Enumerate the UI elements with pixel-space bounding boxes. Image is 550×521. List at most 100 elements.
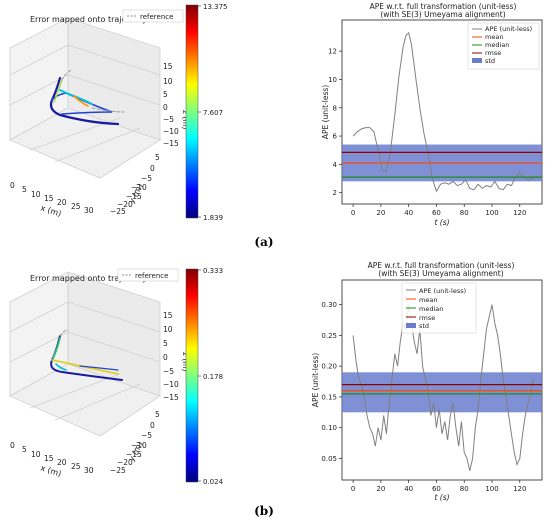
legend-median: median — [485, 41, 509, 49]
x-tick: 30 — [84, 206, 94, 215]
y-tick-label: 2 — [333, 189, 337, 197]
caption-b: (b) — [254, 504, 274, 518]
ape-ylabel: APE (unit-less) — [321, 85, 330, 139]
z-tick: −15 — [163, 139, 179, 148]
y-tick-label: 0.30 — [321, 301, 337, 309]
y-tick-label: 0.15 — [321, 393, 337, 401]
x-tick: 5 — [22, 185, 27, 194]
ape-series-line — [352, 31, 537, 193]
x-tick: 25 — [71, 462, 81, 471]
y-tick: −25 — [110, 466, 126, 475]
x-tick: 15 — [44, 454, 54, 463]
y-tick: −5 — [141, 174, 152, 183]
y-tick: −15 — [126, 450, 142, 459]
z-tick: 15 — [163, 62, 173, 71]
ape-title: APE w.r.t. full transformation (unit-les… — [370, 2, 517, 11]
x-tick-label: 80 — [460, 209, 469, 217]
colorbar — [185, 4, 199, 219]
x-tick: 0 — [10, 181, 15, 190]
y-tick-label: 0.20 — [321, 363, 337, 371]
trajectory-legend: reference — [122, 9, 184, 23]
x-tick-label: 120 — [513, 209, 526, 217]
z-tick: −15 — [163, 393, 179, 402]
ape-plot-marks: 0 20 40 60 80 100 120 2 4 6 8 10 12 — [328, 31, 542, 217]
ape-chart-b: APE w.r.t. full transformation (unit-les… — [311, 261, 543, 502]
y-tick-label: 0.05 — [321, 455, 337, 463]
z-axis-label: z (m) — [181, 110, 190, 130]
legend-rmse: rmse — [485, 49, 501, 57]
x-tick: 15 — [44, 194, 54, 203]
x-tick: 10 — [31, 190, 41, 199]
ape-chart-a: APE w.r.t. full transformation (unit-les… — [321, 2, 543, 227]
x-tick-label: 60 — [432, 485, 441, 493]
x-tick: 5 — [22, 445, 27, 454]
legend-rmse: rmse — [419, 314, 435, 322]
ape-plot-area — [341, 19, 543, 205]
legend-mean: mean — [485, 33, 503, 41]
x-tick-label: 100 — [485, 209, 498, 217]
legend-ape: APE (unit-less) — [485, 25, 532, 33]
z-tick: −10 — [163, 127, 179, 136]
y-tick: −10 — [131, 183, 147, 192]
x-tick-label: 100 — [485, 485, 498, 493]
trajectory-title: Error mapped onto trajectory — [30, 274, 147, 283]
x-tick-label: 20 — [376, 485, 385, 493]
y-tick-label: 0.25 — [321, 332, 337, 340]
std-band — [342, 372, 542, 413]
colorbar — [185, 268, 199, 483]
ape-subtitle: (with SE(3) Umeyama alignment) — [378, 269, 503, 278]
trajectory-title: Error mapped onto trajectory — [30, 15, 147, 24]
trajectory-3d-box — [9, 17, 161, 179]
ape-legend: APE (unit-less) mean median rmse std — [401, 282, 477, 334]
y-tick-label: 8 — [333, 104, 337, 112]
colorbar-tick-mid: 7.607 — [203, 109, 223, 117]
z-tick: −10 — [163, 380, 179, 389]
colorbar-tick-max: 0.333 — [203, 267, 223, 275]
panel-b: Error mapped onto trajectory reference 1… — [9, 261, 543, 518]
colorbar-tick-min: 0.024 — [203, 478, 224, 486]
z-axis-label: z (m) — [181, 352, 190, 372]
trajectory-3d-box — [9, 271, 161, 437]
y-tick: −20 — [117, 200, 133, 209]
y-tick: −15 — [126, 192, 142, 201]
ape-ylabel: APE (unit-less) — [311, 353, 320, 407]
y-tick-label: 10 — [328, 76, 337, 84]
z-tick: −5 — [163, 115, 174, 124]
z-tick: 0 — [163, 103, 168, 112]
caption-a: (a) — [254, 235, 273, 249]
ape-xlabel: t (s) — [434, 493, 449, 502]
legend-mean: mean — [419, 296, 437, 304]
z-tick: 10 — [163, 77, 173, 86]
legend-std: std — [485, 57, 495, 65]
ape-series-line — [352, 304, 535, 471]
x-tick: 20 — [57, 458, 67, 467]
colorbar-tick-min: 1.839 — [203, 214, 223, 222]
ape-subtitle: (with SE(3) Umeyama alignment) — [380, 10, 505, 19]
trajectory-legend-label: reference — [135, 272, 168, 280]
x-tick: 30 — [84, 466, 94, 475]
y-tick-label: 4 — [333, 161, 338, 169]
x-tick: 10 — [31, 450, 41, 459]
ape-plot-marks: 0 20 40 60 80 100 120 0.05 0.10 0.15 0.20 0.25 0.30 — [321, 301, 542, 493]
colorbar-tick-mid: 0.178 — [203, 373, 223, 381]
y-tick-label: 12 — [328, 48, 337, 56]
colorbar-tick-max: 13.375 — [203, 3, 228, 11]
legend-ape: APE (unit-less) — [419, 287, 466, 295]
legend-median: median — [419, 305, 443, 313]
x-tick: 0 — [10, 441, 15, 450]
x-tick-label: 20 — [376, 209, 385, 217]
x-tick-label: 40 — [404, 485, 413, 493]
z-tick: 0 — [163, 353, 168, 362]
y-tick-label: 0.10 — [321, 424, 337, 432]
x-tick-label: 120 — [513, 485, 526, 493]
trajectory-plot — [50, 329, 123, 381]
y-tick: 5 — [155, 410, 160, 419]
x-tick: 25 — [71, 202, 81, 211]
y-tick-label: 6 — [333, 133, 338, 141]
z-tick: 15 — [163, 311, 173, 320]
x-tick-label: 40 — [404, 209, 413, 217]
y-tick: −20 — [117, 458, 133, 467]
trajectory-plot — [49, 69, 125, 126]
x-tick: 20 — [57, 198, 67, 207]
z-tick: 5 — [163, 90, 168, 99]
